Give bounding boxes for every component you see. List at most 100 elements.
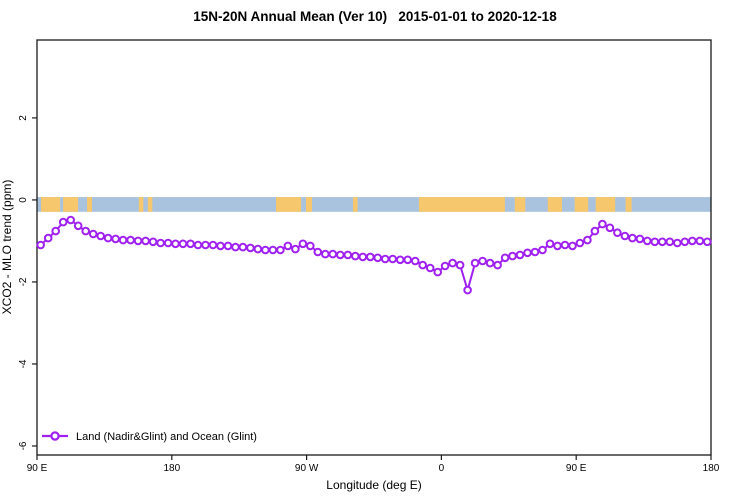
map-band-land (87, 197, 92, 212)
data-point-marker (283, 241, 293, 251)
data-point-marker (425, 263, 435, 273)
data-point-marker (223, 241, 233, 251)
data-point-marker (118, 235, 128, 245)
data-point-marker (560, 240, 570, 250)
x-axis-label: Longitude (deg E) (326, 478, 421, 492)
data-point-marker (126, 235, 135, 245)
data-point-marker (313, 247, 323, 257)
data-point-marker (193, 240, 203, 250)
data-point-marker (343, 250, 353, 260)
data-point-marker (478, 256, 487, 266)
data-point-marker (620, 231, 630, 241)
data-point-marker (133, 236, 143, 246)
data-point-marker (51, 226, 61, 236)
data-point-marker (103, 233, 113, 243)
plot-border (36, 39, 712, 456)
data-point-marker (246, 243, 255, 253)
map-band-land (625, 197, 632, 212)
data-point-marker (306, 241, 315, 251)
data-point-marker (485, 258, 495, 268)
map-band-land (63, 197, 79, 212)
data-point-marker (530, 247, 540, 257)
data-point-marker (388, 254, 398, 264)
map-band-land (547, 197, 562, 212)
data-point-marker (590, 226, 600, 236)
data-point-marker (463, 285, 472, 295)
data-point-marker (508, 251, 517, 261)
map-band-land (306, 197, 312, 212)
data-point-marker (268, 245, 278, 255)
data-point-marker (493, 260, 502, 270)
chart-layer: 90 E 180 90 W 0 90 E 180 2 0 -2 -4 -6 (18, 39, 720, 474)
data-point-marker (673, 238, 682, 248)
map-band-land (276, 197, 302, 212)
data-point-marker (583, 235, 592, 245)
y-tick-label: 2 (18, 115, 29, 121)
data-point-marker (36, 240, 46, 250)
data-point-marker (58, 217, 68, 227)
data-point-marker (253, 244, 263, 254)
data-point-marker (680, 237, 690, 247)
data-point-marker (276, 245, 285, 255)
data-point-marker (43, 233, 53, 243)
data-point-marker (201, 240, 210, 250)
data-point-marker (231, 242, 240, 252)
y-tick-label: -4 (18, 359, 29, 368)
data-point-marker (328, 249, 338, 259)
legend-entry-label: Land (Nadir&Glint) and Ocean (Glint) (76, 431, 257, 443)
map-band-land (353, 197, 358, 212)
data-point-marker (568, 241, 577, 251)
data-point-marker (358, 252, 368, 262)
data-point-marker (650, 237, 660, 247)
data-point-marker (111, 234, 120, 244)
data-point-marker (208, 240, 218, 250)
data-point-marker (366, 252, 375, 262)
data-point-marker (336, 250, 345, 260)
data-point-marker (553, 241, 562, 251)
x-tick-label: 0 (439, 463, 445, 474)
data-point-marker (321, 249, 330, 259)
data-point-marker (500, 253, 510, 263)
data-point-marker (171, 239, 180, 249)
data-point-marker (156, 238, 165, 248)
data-point-marker (186, 239, 195, 249)
y-tick-label: 0 (18, 197, 29, 203)
x-tick-label: 180 (703, 463, 720, 474)
x-tick-label: 90 E (27, 463, 48, 474)
data-point-marker (96, 231, 105, 241)
map-band-land (138, 197, 144, 212)
data-point-marker (470, 258, 480, 268)
data-point-marker (238, 242, 248, 252)
data-point-marker (88, 229, 98, 239)
data-point-marker (523, 248, 532, 258)
data-point-marker (440, 261, 450, 271)
data-point-marker (380, 254, 390, 264)
data-point-marker (141, 236, 150, 246)
legend-open-circle-icon (50, 431, 60, 441)
data-point-marker (351, 251, 360, 261)
map-band-land (41, 197, 61, 212)
data-point-marker (455, 260, 465, 270)
data-point-marker (628, 233, 637, 243)
data-point-marker (66, 215, 75, 225)
data-point-marker (298, 239, 308, 249)
map-band-land (514, 197, 526, 212)
data-point-marker (703, 237, 712, 247)
data-point-marker (81, 226, 90, 236)
data-point-marker (73, 221, 83, 231)
data-point-marker (643, 236, 652, 246)
data-point-marker (216, 241, 225, 251)
y-axis-label: XCO2 - MLO trend (ppm) (0, 180, 14, 315)
data-point-marker (545, 239, 555, 249)
data-point-marker (538, 245, 547, 255)
map-band-land (574, 197, 589, 212)
data-point-marker (658, 237, 667, 247)
data-point-marker (403, 255, 413, 265)
data-point-marker (688, 236, 697, 246)
data-point-marker (433, 267, 443, 277)
data-point-marker (373, 253, 383, 263)
data-point-marker (163, 238, 173, 248)
map-band-land (595, 197, 616, 212)
